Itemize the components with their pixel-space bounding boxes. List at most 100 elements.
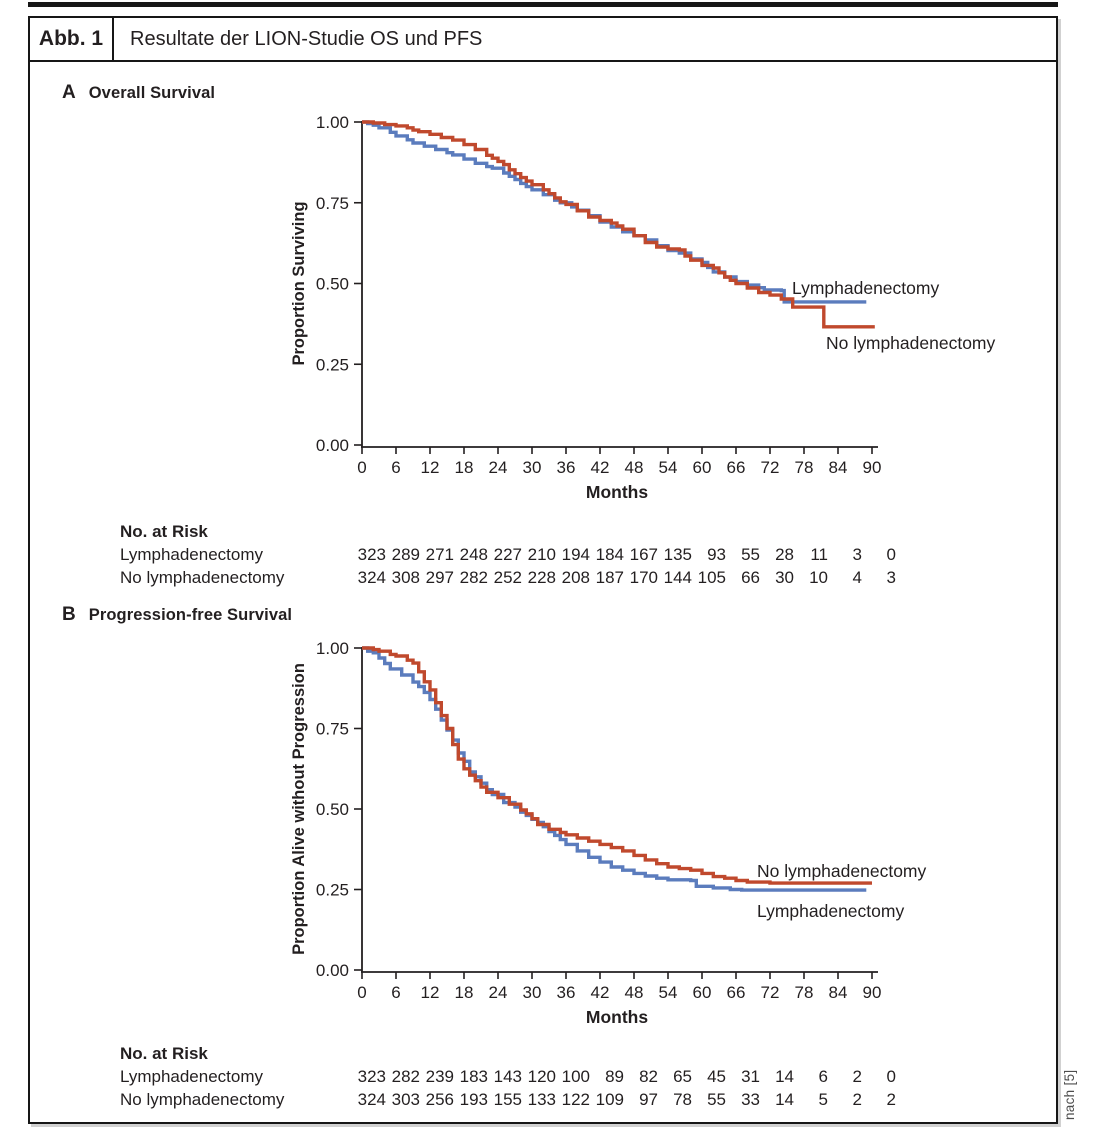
pfs-x-tick-label: 60 (693, 983, 712, 1002)
figure-frame: Abb. 1 Resultate der LION-Studie OS und … (28, 16, 1058, 1124)
pfs-chart: 1.00 0.75 0.50 0.25 0.00 Proportion Alive wit… (120, 639, 926, 1109)
pfs-risk-value: 193 (460, 1090, 488, 1109)
os-curve-no-lymphadenectomy (362, 120, 875, 329)
figure-body: A Overall Survival 1.00 0.75 0.50 0.25 0.00 P… (28, 62, 1058, 1124)
os-risk-value: 297 (426, 568, 454, 587)
os-risk-value: 308 (392, 568, 420, 587)
os-x-tick-label: 24 (489, 458, 508, 477)
pfs-risk-value: 14 (775, 1090, 794, 1109)
os-risk-value: 93 (707, 545, 726, 564)
pfs-x-axis-title: Months (586, 1007, 648, 1027)
os-risk-row-label: No lymphadenectomy (120, 568, 285, 587)
os-risk-value: 3 (853, 545, 862, 564)
os-y-tick-label: 0.25 (316, 355, 349, 374)
figure-tag: Abb. 1 (30, 18, 114, 60)
os-risk-value: 3 (887, 568, 896, 587)
os-risk-value: 289 (392, 545, 420, 564)
pfs-risk-value: 133 (528, 1090, 556, 1109)
pfs-y-tick-label: 0.00 (316, 961, 349, 980)
os-y-axis-title: Proportion Surviving (290, 201, 308, 365)
panel-a-title: Overall Survival (88, 84, 216, 102)
pfs-risk-value: 65 (673, 1067, 692, 1086)
pfs-x-tick-label: 24 (489, 983, 508, 1002)
source-note: nach [5] (1062, 1069, 1077, 1120)
pfs-x-tick-label: 6 (391, 983, 400, 1002)
os-risk-value: 228 (528, 568, 556, 587)
os-risk-value: 282 (460, 568, 488, 587)
pfs-risk-value: 155 (494, 1090, 522, 1109)
pfs-x-tick-label: 90 (863, 983, 882, 1002)
os-y-tick-label: 1.00 (316, 113, 349, 132)
pfs-curve-lymphadenectomy (362, 646, 867, 892)
os-x-tick-label: 72 (761, 458, 780, 477)
os-risk-value: 30 (775, 568, 794, 587)
os-chart: 1.00 0.75 0.50 0.25 0.00 Proportion Surviving… (120, 113, 995, 587)
pfs-risk-value: 5 (819, 1090, 828, 1109)
pfs-y-tick-label: 0.25 (316, 881, 349, 900)
panel-b-title: Progression-free Survival (88, 606, 293, 624)
os-risk-value: 252 (494, 568, 522, 587)
pfs-risk-value: 239 (426, 1067, 454, 1086)
pfs-risk-value: 323 (358, 1067, 386, 1086)
os-risk-value: 210 (528, 545, 556, 564)
os-y-tick-label: 0.50 (316, 275, 349, 294)
pfs-risk-value: 109 (596, 1090, 624, 1109)
os-risk-value: 28 (775, 545, 794, 564)
pfs-risk-value: 33 (741, 1090, 760, 1109)
pfs-risk-value: 2 (853, 1090, 862, 1109)
os-risk-value: 135 (664, 545, 692, 564)
os-risk-value: 11 (810, 545, 828, 564)
pfs-y-tick-label: 0.75 (316, 720, 349, 739)
os-risk-value: 187 (596, 568, 624, 587)
os-risk-value: 194 (562, 545, 590, 564)
pfs-risk-value: 78 (673, 1090, 692, 1109)
os-risk-value: 324 (358, 568, 386, 587)
os-x-tick-label: 78 (795, 458, 814, 477)
os-risk-value: 0 (887, 545, 896, 564)
pfs-risk-value: 45 (707, 1067, 726, 1086)
os-x-tick-label: 18 (455, 458, 474, 477)
pfs-x-tick-label: 48 (625, 983, 644, 1002)
pfs-risk-row-label: No lymphadenectomy (120, 1090, 285, 1109)
os-x-tick-label: 12 (421, 458, 440, 477)
os-risk-value: 55 (741, 545, 760, 564)
pfs-x-tick-label: 84 (829, 983, 848, 1002)
os-x-tick-label: 42 (591, 458, 610, 477)
top-rule (28, 2, 1058, 7)
os-risk-value: 271 (426, 545, 454, 564)
os-risk-value: 184 (596, 545, 624, 564)
pfs-x-tick-label: 42 (591, 983, 610, 1002)
os-risk-value: 66 (741, 568, 760, 587)
os-x-tick-label: 60 (693, 458, 712, 477)
os-curve-label-lymphadenectomy: Lymphadenectomy (792, 278, 939, 298)
os-x-tick-label: 0 (357, 458, 366, 477)
pfs-risk-value: 122 (562, 1090, 590, 1109)
pfs-x-tick-label: 0 (357, 983, 366, 1002)
os-x-tick-label: 6 (391, 458, 400, 477)
pfs-y-tick-label: 1.00 (316, 639, 349, 658)
pfs-risk-value: 89 (605, 1067, 624, 1086)
os-risk-value: 105 (698, 568, 726, 587)
os-curve-lymphadenectomy (362, 120, 867, 304)
figure-title: Resultate der LION-Studie OS und PFS (130, 27, 483, 50)
os-risk-value: 248 (460, 545, 488, 564)
pfs-risk-value: 143 (494, 1067, 522, 1086)
os-x-tick-label: 30 (523, 458, 542, 477)
pfs-risk-value: 324 (358, 1090, 386, 1109)
pfs-risk-value: 82 (639, 1067, 658, 1086)
pfs-x-tick-label: 54 (659, 983, 678, 1002)
os-x-tick-label: 84 (829, 458, 848, 477)
pfs-risk-value: 31 (741, 1067, 760, 1086)
pfs-risk-value: 14 (775, 1067, 794, 1086)
pfs-y-tick-label: 0.50 (316, 800, 349, 819)
pfs-curve-label-no-lymphadenectomy: No lymphadenectomy (757, 861, 926, 881)
os-risk-value: 227 (494, 545, 522, 564)
pfs-risk-value: 2 (887, 1090, 896, 1109)
os-risk-value: 10 (809, 568, 828, 587)
pfs-risk-value: 6 (819, 1067, 828, 1086)
os-risk-value: 170 (630, 568, 658, 587)
os-risk-row-label: Lymphadenectomy (120, 545, 264, 564)
os-risk-value: 167 (630, 545, 658, 564)
pfs-y-axis-title: Proportion Alive without Progression (290, 663, 308, 955)
os-risk-heading: No. at Risk (120, 522, 208, 541)
